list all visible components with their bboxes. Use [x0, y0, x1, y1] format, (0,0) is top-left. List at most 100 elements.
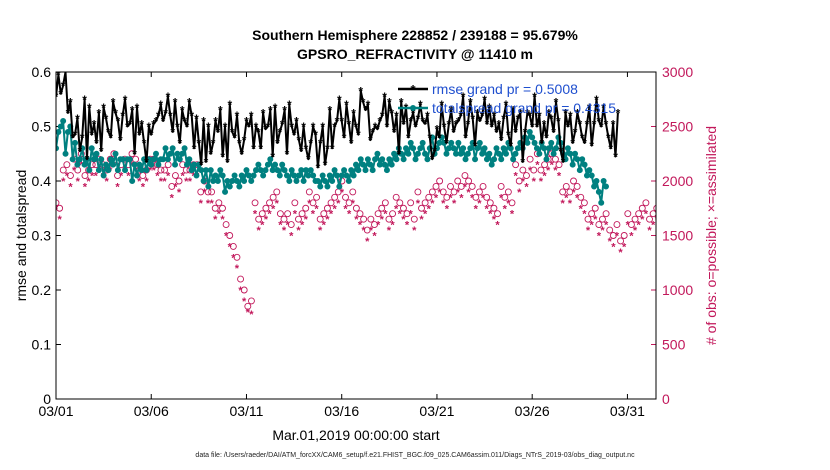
totalspread-point [136, 161, 143, 168]
obs-assimilated-point: * [242, 296, 247, 308]
rmse-point: * [530, 120, 535, 134]
obs-assimilated-point: * [434, 192, 439, 204]
obs-assimilated-point: * [589, 220, 594, 232]
rmse-point: * [497, 117, 502, 131]
totalspread-point [262, 167, 269, 174]
obs-possible-point [523, 172, 530, 180]
obs-possible-point [631, 215, 639, 223]
rmse-point: * [397, 147, 402, 161]
totalspread-point [167, 150, 174, 157]
rmse-point: * [508, 139, 513, 153]
obs-assimilated-point: * [405, 220, 410, 232]
totalspread-point [586, 167, 593, 174]
obs-assimilated-point: * [640, 214, 645, 226]
obs-assimilated-point: * [542, 171, 547, 183]
obs-possible-point [356, 210, 364, 218]
obs-assimilated-point: * [65, 171, 70, 183]
totalspread-point [245, 172, 252, 179]
obs-assimilated-point: * [608, 236, 613, 248]
rmse-point: * [289, 120, 294, 134]
obs-possible-point [385, 215, 393, 223]
totalspread-point [214, 178, 221, 184]
rmse-point: * [337, 93, 342, 107]
obs-possible-point [537, 166, 545, 174]
rmse-point: * [63, 66, 68, 80]
obs-possible-point [559, 188, 567, 196]
obs-assimilated-point: * [253, 209, 258, 221]
rmse-point: * [525, 106, 530, 120]
rmse-point: * [261, 106, 266, 120]
totalspread-point [188, 167, 195, 174]
rmse-point: * [280, 117, 285, 131]
rmse-point: * [589, 139, 594, 153]
totalspread-point [372, 156, 379, 163]
obs-possible-point [649, 210, 656, 218]
obs-assimilated-point: * [314, 203, 319, 215]
rmse-point: * [80, 131, 85, 145]
rmse-point: * [199, 158, 204, 172]
totalspread-point [288, 167, 295, 174]
x-tick-label: 03/06 [134, 403, 169, 419]
rmse-point: * [373, 120, 378, 134]
rmse-point: * [597, 115, 602, 129]
totalspread-point [295, 172, 302, 179]
obs-assimilated-point: * [586, 225, 591, 237]
obs-possible-point [371, 221, 378, 229]
rmse-point: * [580, 131, 585, 145]
totalspread-point [403, 145, 409, 152]
obs-possible-point [570, 177, 577, 185]
obs-possible-point [490, 204, 498, 212]
totalspread-point [462, 156, 469, 163]
obs-assimilated-point: * [90, 171, 95, 183]
rmse-point: * [225, 155, 230, 169]
totalspread-point [357, 156, 364, 163]
obs-possible-point [591, 204, 599, 212]
rmse-point: * [299, 145, 304, 159]
obs-possible-point [403, 210, 411, 218]
obs-assimilated-point: * [387, 225, 392, 237]
totalspread-point [98, 156, 105, 163]
rmse-point: * [330, 142, 335, 156]
obs-assimilated-point: * [651, 220, 656, 232]
rmse-point: * [304, 142, 309, 156]
rmse-point: * [182, 115, 187, 129]
y2-tick-label: 3000 [662, 64, 693, 80]
obs-assimilated-point: * [459, 192, 464, 204]
obs-assimilated-point: * [141, 181, 146, 193]
rmse-point: * [87, 101, 92, 115]
totalspread-point [583, 172, 590, 179]
rmse-point: * [258, 142, 263, 156]
rmse-point: * [94, 136, 99, 150]
totalspread-point [500, 145, 507, 152]
totalspread-point [217, 167, 224, 174]
totalspread-point [269, 167, 276, 174]
totalspread-point [205, 183, 212, 190]
totalspread-point [379, 156, 386, 163]
totalspread-point [93, 150, 100, 157]
rmse-point: * [432, 145, 437, 159]
x-tick-label: 03/16 [324, 403, 359, 419]
totalspread-point [424, 156, 431, 163]
rmse-point: * [311, 120, 316, 134]
plot-area: *** ****** * * * * ** * ** * ** * * * * *** ** * * **** ** * *… [56, 66, 656, 321]
rmse-point: * [239, 147, 244, 161]
obs-possible-point [620, 232, 628, 239]
rmse-point: * [482, 93, 487, 107]
obs-assimilated-point: * [271, 203, 276, 215]
y-tick-label: 0.6 [32, 64, 52, 80]
obs-possible-point [602, 210, 610, 218]
obs-assimilated-point: * [600, 225, 605, 237]
obs-possible-point [56, 199, 60, 207]
totalspread-point [388, 161, 395, 168]
obs-possible-point [515, 177, 523, 185]
rmse-point: * [494, 125, 499, 139]
obs-assimilated-point: * [513, 171, 518, 183]
x-tick-label: 03/01 [38, 403, 73, 419]
rmse-point: * [85, 153, 90, 167]
totalspread-point [419, 139, 426, 146]
totalspread-point [331, 167, 338, 174]
rmse-point: * [230, 125, 235, 139]
obs-assimilated-point: * [492, 214, 497, 226]
obs-possible-point [421, 199, 429, 207]
obs-assimilated-point: * [629, 231, 634, 243]
